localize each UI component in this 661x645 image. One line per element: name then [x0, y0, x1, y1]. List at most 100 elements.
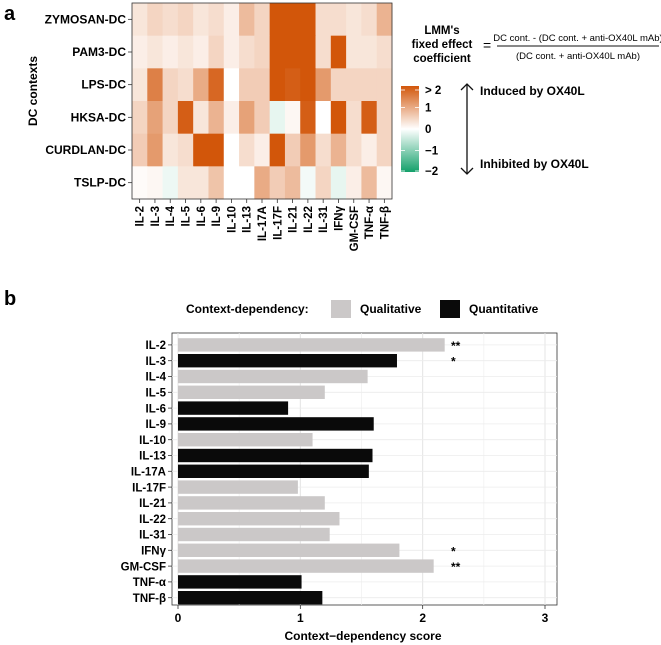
heatmap-cell	[346, 133, 362, 167]
legend-title-line-1: LMM's	[424, 25, 459, 37]
panel-a-label: a	[4, 3, 16, 25]
legend-title-line-3: coefficient	[413, 53, 471, 65]
heatmap-cell	[361, 68, 378, 102]
legend-tick-label: −1	[425, 146, 439, 158]
heatmap-cell	[177, 68, 194, 102]
heatmap-cell	[300, 68, 316, 102]
bar	[178, 480, 298, 494]
heatmap-column-label: IL-17A	[257, 206, 269, 241]
panel-b-label: b	[4, 288, 16, 310]
heatmap-cell	[376, 166, 393, 200]
legend-swatch-qualitative	[331, 300, 351, 318]
heatmap-cell	[346, 166, 362, 200]
bar	[178, 338, 445, 352]
heatmap-row-label: HKSA-DC	[71, 110, 127, 124]
heatmap-cell	[147, 101, 163, 135]
heatmap-cell	[300, 35, 316, 69]
bar-x-tick-label: 0	[175, 611, 182, 625]
heatmap-cell	[254, 101, 271, 135]
heatmap-cell	[193, 68, 209, 102]
bar	[178, 575, 302, 589]
bar	[178, 496, 325, 510]
heatmap-cell	[162, 101, 179, 135]
bar-category-label: IL-9	[146, 419, 166, 431]
heatmap-cell	[315, 101, 332, 135]
heatmap-cells	[132, 3, 393, 200]
heatmap-cell	[284, 166, 301, 200]
heatmap-column-label: IL-13	[242, 206, 254, 233]
bar	[178, 543, 400, 557]
heatmap-cell	[346, 3, 362, 37]
heatmap-column-label: IL-10	[226, 206, 238, 233]
heatmap-cell	[254, 133, 271, 167]
bar-x-tick-label: 3	[542, 611, 549, 625]
bar-x-tick-label: 2	[419, 611, 426, 625]
heatmap-cell	[361, 101, 378, 135]
heatmap-cell	[254, 35, 271, 69]
heatmap-cell	[361, 35, 378, 69]
heatmap-cell	[315, 35, 332, 69]
heatmap-row-label: LPS-DC	[81, 78, 126, 92]
heatmap-cell	[132, 68, 148, 102]
bar-category-label: IL-21	[139, 498, 166, 510]
heatmap-cell	[346, 101, 362, 135]
heatmap-cell	[147, 133, 163, 167]
heatmap-column-label: GM-CSF	[349, 206, 361, 251]
heatmap-cell	[284, 101, 301, 135]
heatmap-cell	[239, 166, 255, 200]
heatmap-cell	[376, 3, 393, 37]
bar-category-label: IL-31	[139, 530, 166, 542]
heatmap-cell	[223, 68, 240, 102]
bar-legend-title: Context-dependency:	[186, 302, 309, 316]
bar-significance-annotations: ******	[451, 339, 461, 574]
bar-category-labels: IL-2 IL-3 IL-4 IL-5 IL-6 IL-9 IL-10 IL-13 IL-17A…	[121, 340, 172, 605]
heatmap-cell	[177, 3, 194, 37]
legend-tick-label: > 2	[425, 85, 441, 97]
heatmap-cell	[147, 35, 163, 69]
heatmap-cell	[177, 101, 194, 135]
heatmap-cell	[208, 133, 225, 167]
heatmap-cell	[315, 166, 332, 200]
bar-category-label: IL-2	[146, 340, 166, 352]
heatmap-cell	[239, 3, 255, 37]
heatmap-column-label: TNF-α	[364, 206, 376, 239]
heatmap-cell	[254, 166, 271, 200]
heatmap-cell	[269, 166, 286, 200]
bar	[178, 401, 289, 415]
heatmap-cell	[177, 35, 194, 69]
heatmap-column-label: IL-21	[288, 205, 300, 232]
bar-category-label: IL-3	[146, 356, 166, 368]
legend-tick-label: 0	[425, 124, 431, 136]
significance-marker: **	[451, 339, 461, 353]
bar-category-label: IL-17F	[132, 482, 166, 494]
heatmap-column-label: IL-17F	[272, 206, 284, 240]
heatmap-column-label: IL-9	[211, 206, 223, 226]
bar-category-label: IL-6	[146, 403, 166, 415]
heatmap-row-label: TSLP-DC	[74, 176, 126, 190]
heatmap-cell	[300, 101, 316, 135]
heatmap-cell	[177, 166, 194, 200]
heatmap-cell	[239, 101, 255, 135]
heatmap-cell	[132, 101, 148, 135]
inhibited-by-ox40l-label: Inhibited by OX40L	[480, 157, 589, 171]
heatmap-cell	[269, 3, 286, 37]
heatmap-cell	[346, 68, 362, 102]
heatmap-cell	[269, 101, 286, 135]
heatmap-cell	[193, 166, 209, 200]
heatmap-cell	[208, 101, 225, 135]
heatmap-cell	[361, 166, 378, 200]
legend-label-quantitative: Quantitative	[469, 302, 539, 316]
bar	[178, 559, 434, 573]
bar-x-axis-ticks: 0 1 2 3	[175, 605, 549, 625]
heatmap-cell	[223, 3, 240, 37]
heatmap-cell	[193, 133, 209, 167]
heatmap-cell	[162, 133, 179, 167]
heatmap-cell	[223, 166, 240, 200]
legend-equals-sign: =	[483, 37, 491, 53]
heatmap-cell	[284, 35, 301, 69]
heatmap-cell	[239, 35, 255, 69]
heatmap-column-label: IL-5	[181, 205, 193, 226]
heatmap-y-axis-title: DC contexts	[26, 56, 40, 126]
heatmap-cell	[208, 68, 225, 102]
bar	[178, 354, 397, 368]
